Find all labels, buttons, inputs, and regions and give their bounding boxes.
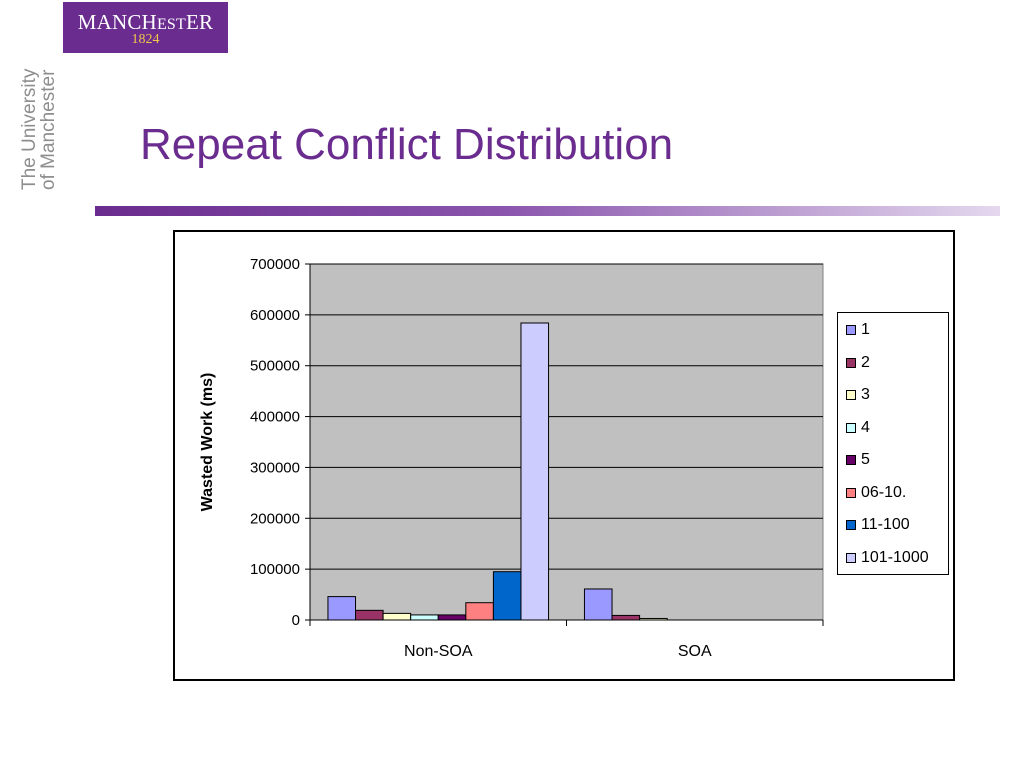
legend-label: 1 [861,321,870,338]
y-tick-label: 0 [292,612,300,629]
y-tick-label: 700000 [250,256,300,273]
legend-label: 06-10. [861,483,907,501]
x-category-label: Non-SOA [404,643,473,660]
legend-swatch [846,552,856,563]
x-category-label: SOA [678,643,712,660]
y-tick-label: 500000 [250,358,300,375]
legend-item: 06-10. [846,483,906,503]
bar-nonsoa-11-100 [492,571,522,621]
plot-area [309,263,824,621]
university-logo: MANCHESTER 1824 [63,2,228,53]
legend-item: 4 [846,418,870,438]
legend-swatch [846,390,856,400]
legend-item: 1 [846,320,870,340]
legend-swatch [846,357,856,368]
logo-wordmark: MANCHESTER [77,10,214,34]
legend-item: 3 [846,385,870,405]
title-underline-rule [95,206,1000,216]
legend-item: 2 [846,353,870,373]
legend-item: 11-100 [846,515,910,535]
bar-nonsoa-5 [437,614,467,621]
legend-swatch [846,520,856,530]
legend-swatch [846,325,856,335]
bar-nonsoa-1 [327,596,357,621]
legend-swatch [846,487,856,498]
legend-label: 4 [861,418,870,436]
legend-swatch [846,422,856,433]
bar-soa-1 [583,588,613,621]
y-tick-label: 100000 [250,561,300,578]
y-tick-label: 300000 [250,459,300,476]
legend-item: 101-1000 [846,548,929,568]
bar-nonsoa-3 [382,612,412,621]
bar-soa-2 [611,614,641,621]
bar-nonsoa-06-10- [465,602,494,621]
legend-item: 5 [846,450,870,470]
legend-label: 3 [861,386,870,403]
bar-nonsoa-2 [355,609,384,621]
y-axis-title: Wasted Work (ms) [199,373,216,512]
logo-year: 1824 [131,32,160,47]
y-tick-label: 200000 [250,510,300,527]
bar-nonsoa-101-1000 [520,322,550,621]
legend-swatch [846,455,856,465]
bar-nonsoa-4 [410,614,439,621]
slide-title: Repeat Conflict Distribution [140,120,674,169]
legend-label: 101-1000 [861,548,929,566]
y-tick-label: 400000 [250,409,300,426]
y-tick-label: 600000 [250,307,300,324]
chart-legend: 1 2 3 4 5 06-10. 11-100 101-1000 [837,312,949,575]
legend-label: 11-100 [861,516,910,533]
legend-label: 5 [861,451,870,468]
bar-soa-3 [639,617,668,621]
legend-label: 2 [861,353,870,371]
